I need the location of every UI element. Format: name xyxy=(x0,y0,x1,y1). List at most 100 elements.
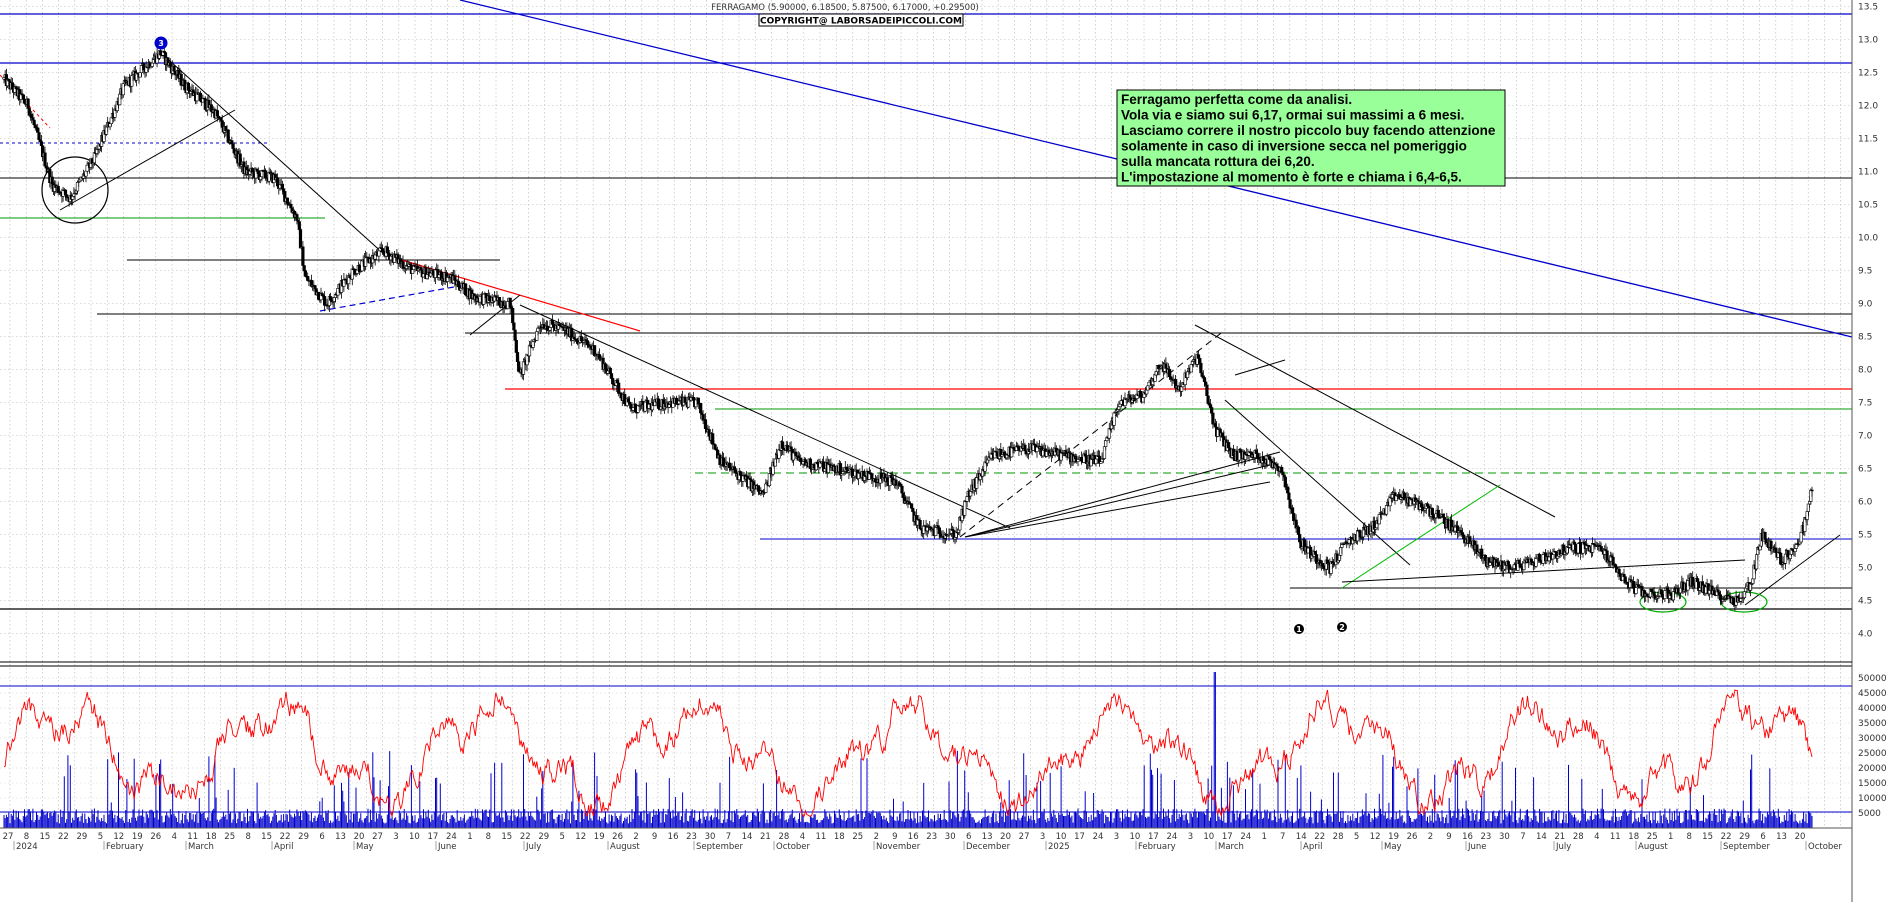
x-day-label: 12 xyxy=(575,832,586,842)
x-day-label: 26 xyxy=(612,832,623,842)
candle xyxy=(1810,489,1814,492)
x-day-label: 24 xyxy=(1166,832,1177,842)
downtrend-line-1 xyxy=(159,51,386,256)
x-day-label: 27 xyxy=(372,832,383,842)
x-day-label: 11 xyxy=(187,832,198,842)
x-day-label: 26 xyxy=(150,832,161,842)
x-month-label: February xyxy=(106,842,144,852)
x-day-label: 25 xyxy=(1647,832,1658,842)
x-day-label: 11 xyxy=(1610,832,1621,842)
x-month-label: August xyxy=(1638,842,1668,852)
x-day-label: 13 xyxy=(1776,832,1787,842)
red-resistance-line xyxy=(384,254,641,332)
fan-line-2 xyxy=(964,481,1271,538)
x-day-label: 18 xyxy=(206,832,217,842)
x-day-label: 6 xyxy=(966,832,971,842)
x-day-label: 22 xyxy=(520,832,531,842)
price-tick-label: 6.5 xyxy=(1858,465,1872,475)
candle xyxy=(1538,554,1542,562)
volume-tick-label: 30000 xyxy=(1858,734,1887,744)
analysis-line-5: sulla mancata rottura dei 6,20. xyxy=(1121,154,1315,169)
x-month-label: June xyxy=(1467,842,1487,852)
x-month-label: February xyxy=(1138,842,1176,852)
analysis-line-1: Ferragamo perfetta come da analisi. xyxy=(1121,92,1352,107)
candle xyxy=(579,336,583,342)
volume-tick-label: 45000 xyxy=(1858,689,1887,699)
volume-tick-label: 35000 xyxy=(1858,719,1887,729)
x-day-label: 27 xyxy=(1019,832,1030,842)
x-month-label: 2025 xyxy=(1048,842,1070,852)
x-day-label: 11 xyxy=(815,832,826,842)
green-uptrend-line xyxy=(1341,484,1501,589)
price-tick-label: 11.5 xyxy=(1858,135,1878,145)
price-tick-label: 13.0 xyxy=(1858,36,1878,46)
x-day-label: 5 xyxy=(559,832,564,842)
x-day-label: 1 xyxy=(1261,832,1266,842)
x-day-label: 18 xyxy=(1628,832,1639,842)
bottom-circle xyxy=(41,156,109,224)
x-day-label: 4 xyxy=(1594,832,1599,842)
blue-dashed-support xyxy=(319,284,466,312)
candle xyxy=(377,250,381,257)
x-day-label: 23 xyxy=(686,832,697,842)
x-day-label: 22 xyxy=(1314,832,1325,842)
x-day-label: 13 xyxy=(335,832,346,842)
copyright-box xyxy=(758,13,964,27)
x-day-label: 7 xyxy=(726,832,731,842)
candle xyxy=(1205,384,1209,397)
marker-2: 2 xyxy=(1337,622,1347,632)
x-day-label: 18 xyxy=(834,832,845,842)
x-day-label: 10 xyxy=(1203,832,1214,842)
x-day-label: 10 xyxy=(1056,832,1067,842)
flat-support-line xyxy=(1341,559,1746,583)
x-month-label: August xyxy=(610,842,640,852)
x-month-label: March xyxy=(1218,842,1244,852)
chart-header: FERRAGAMO (5.90000, 6.18500, 5.87500, 6.… xyxy=(711,3,979,13)
x-day-label: 7 xyxy=(1280,832,1285,842)
price-tick-label: 7.0 xyxy=(1858,432,1873,442)
x-day-label: 8 xyxy=(486,832,491,842)
x-day-label: 5 xyxy=(1354,832,1359,842)
x-month-label: November xyxy=(876,842,921,852)
x-day-label: 30 xyxy=(1499,832,1510,842)
x-month-label: July xyxy=(525,842,541,852)
x-day-label: 15 xyxy=(39,832,50,842)
marker-1-label: 1 xyxy=(1296,625,1302,634)
x-day-label: 3 xyxy=(1188,832,1193,842)
candle xyxy=(1281,471,1285,476)
price-tick-label: 12.5 xyxy=(1858,69,1878,79)
x-day-label: 4 xyxy=(172,832,177,842)
x-day-label: 15 xyxy=(501,832,512,842)
x-day-label: 29 xyxy=(1739,832,1750,842)
price-tick-label: 8.0 xyxy=(1858,366,1873,376)
candle xyxy=(1112,412,1116,426)
x-month-label: 2024 xyxy=(16,842,38,852)
price-tick-label: 7.5 xyxy=(1858,399,1872,409)
x-day-label: 19 xyxy=(132,832,143,842)
x-day-label: 8 xyxy=(245,832,250,842)
x-day-label: 2 xyxy=(874,832,879,842)
x-day-label: 28 xyxy=(1333,832,1344,842)
x-day-label: 6 xyxy=(319,832,324,842)
x-day-label: 21 xyxy=(1554,832,1565,842)
analysis-line-3: Lasciamo correre il nostro piccolo buy f… xyxy=(1121,123,1496,138)
x-day-label: 8 xyxy=(24,832,29,842)
price-tick-label: 6.0 xyxy=(1858,498,1873,508)
candle xyxy=(1572,541,1577,545)
price-tick-label: 11.0 xyxy=(1858,168,1878,178)
candle xyxy=(150,62,154,67)
price-tick-label: 10.0 xyxy=(1858,234,1878,244)
candle xyxy=(298,229,303,249)
x-day-label: 25 xyxy=(224,832,235,842)
copyright-label: COPYRIGHT@ LABORSADEIPICCOLI.COM xyxy=(760,17,962,27)
x-day-label: 25 xyxy=(852,832,863,842)
x-day-label: 3 xyxy=(1114,832,1119,842)
uptrend-line-feb xyxy=(59,109,236,211)
price-tick-label: 9.5 xyxy=(1858,267,1872,277)
x-day-label: 16 xyxy=(668,832,679,842)
x-day-label: 9 xyxy=(892,832,897,842)
price-tick-label: 10.5 xyxy=(1858,201,1878,211)
candle xyxy=(550,320,554,325)
x-month-label: April xyxy=(274,842,293,852)
